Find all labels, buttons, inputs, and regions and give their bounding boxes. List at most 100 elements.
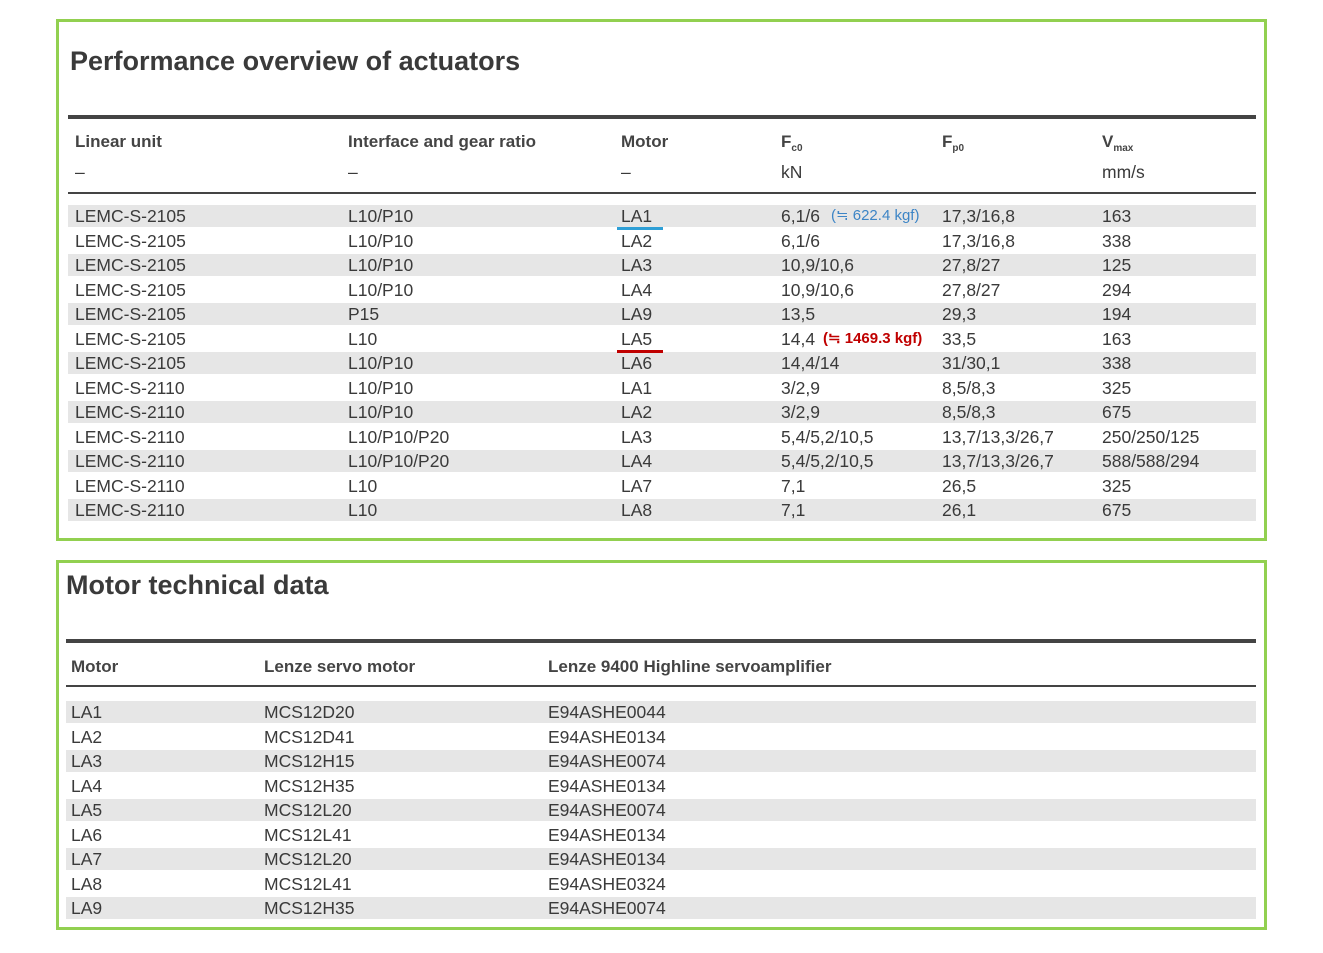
cell: 194 <box>1102 304 1132 324</box>
cell: LA3 <box>621 426 653 447</box>
cell: MCS12D41 <box>264 726 355 747</box>
cell: E94ASHE0044 <box>548 702 666 722</box>
header-label: V <box>1102 132 1114 151</box>
row-stripe <box>68 303 1256 325</box>
cell: LEMC-S-2110 <box>75 475 185 496</box>
column-header: Fp0 <box>942 132 964 154</box>
header-subscript: p0 <box>952 143 965 154</box>
cell: 10,9/10,6 <box>781 279 854 300</box>
cell: 8,5/8,3 <box>942 377 996 398</box>
column-header: Motor <box>621 132 668 152</box>
row-stripe <box>66 750 1256 772</box>
cell: E94ASHE0134 <box>548 775 666 796</box>
cell: 250/250/125 <box>1102 426 1200 447</box>
cell: LA6 <box>621 353 653 373</box>
cell: 338 <box>1102 230 1132 251</box>
column-unit: mm/s <box>1102 162 1145 182</box>
header-subscript: c0 <box>791 143 803 154</box>
performance-panel: Performance overview of actuators Linear… <box>56 19 1267 541</box>
cell: 10,9/10,6 <box>781 255 854 275</box>
header-label: Interface and gear ratio <box>348 132 537 151</box>
cell: MCS12H35 <box>264 898 355 918</box>
column-header: Lenze 9400 Highline servoamplifier <box>548 657 832 676</box>
cell: LEMC-S-2110 <box>75 377 185 398</box>
cell: 675 <box>1102 500 1132 520</box>
cell: 6,1/6 <box>781 206 820 226</box>
cell: MCS12D20 <box>264 702 355 722</box>
cell: 294 <box>1102 279 1132 300</box>
cell: 13,7/13,3/26,7 <box>942 426 1054 447</box>
cell: 14,4/14 <box>781 353 840 373</box>
cell: LEMC-S-2110 <box>75 426 185 447</box>
cell: L10/P10 <box>348 377 414 398</box>
row-stripe <box>68 450 1256 472</box>
cell: LA6 <box>71 824 103 845</box>
cell: LEMC-S-2110 <box>75 500 185 520</box>
header-label: F <box>781 132 792 151</box>
cell: 5,4/5,2/10,5 <box>781 426 874 447</box>
column-unit: – <box>348 162 358 182</box>
cell: E94ASHE0134 <box>548 849 666 869</box>
row-stripe <box>68 499 1256 521</box>
column-unit: – <box>621 162 631 182</box>
title: Motor technical data <box>66 570 329 600</box>
cell: 26,5 <box>942 475 977 496</box>
cell: 7,1 <box>781 500 806 520</box>
cell: LEMC-S-2105 <box>75 328 186 349</box>
cell: MCS12H15 <box>264 751 355 771</box>
column-header: Vmax <box>1102 132 1133 154</box>
cell: LA9 <box>621 304 653 324</box>
cell: LA5 <box>621 328 653 349</box>
cell: 29,3 <box>942 304 977 324</box>
row-stripe <box>66 799 1256 821</box>
header-label: F <box>942 132 953 151</box>
column-header: Fc0 <box>781 132 803 154</box>
cell: LEMC-S-2105 <box>75 353 186 373</box>
cell: L10/P10 <box>348 255 414 275</box>
column-header: Interface and gear ratio <box>348 132 536 152</box>
row-stripe <box>68 352 1256 374</box>
cell: E94ASHE0134 <box>548 726 666 747</box>
cell: 27,8/27 <box>942 279 1001 300</box>
cell: 13,7/13,3/26,7 <box>942 451 1054 471</box>
cell: E94ASHE0074 <box>548 751 666 771</box>
header-label: Motor <box>621 132 669 151</box>
cell: LEMC-S-2105 <box>75 230 186 251</box>
cell: 338 <box>1102 353 1132 373</box>
row-stripe <box>66 897 1256 919</box>
cell: 675 <box>1102 402 1132 422</box>
cell: 17,3/16,8 <box>942 206 1015 226</box>
cell: LA7 <box>621 475 653 496</box>
cell: LEMC-S-2105 <box>75 304 186 324</box>
cell: L10/P10/P20 <box>348 451 450 471</box>
cell: L10 <box>348 328 378 349</box>
cell: LEMC-S-2110 <box>75 451 185 471</box>
cell: 163 <box>1102 328 1132 349</box>
cell: LA2 <box>71 726 103 747</box>
cell: LA4 <box>621 451 653 471</box>
cell: LA9 <box>71 898 103 918</box>
cell: P15 <box>348 304 380 324</box>
cell: LA1 <box>621 206 653 226</box>
cell: LA1 <box>621 377 653 398</box>
cell: MCS12L41 <box>264 824 352 845</box>
cell: 8,5/8,3 <box>942 402 996 422</box>
cell: LA2 <box>621 230 653 251</box>
cell: LEMC-S-2105 <box>75 206 186 226</box>
cell: E94ASHE0074 <box>548 898 666 918</box>
cell: LA3 <box>71 751 103 771</box>
cell: 14,4 <box>781 328 816 349</box>
header-label: Linear unit <box>75 132 162 151</box>
cell: LA2 <box>621 402 653 422</box>
cell: L10 <box>348 475 378 496</box>
cell: 17,3/16,8 <box>942 230 1015 251</box>
cell: L10/P10 <box>348 279 414 300</box>
cell: LA7 <box>71 849 103 869</box>
cell: L10/P10 <box>348 353 414 373</box>
row-stripe <box>68 254 1256 276</box>
cell: MCS12H35 <box>264 775 355 796</box>
cell: 588/588/294 <box>1102 451 1200 471</box>
top-rule <box>66 639 1256 643</box>
cell: 163 <box>1102 206 1132 226</box>
